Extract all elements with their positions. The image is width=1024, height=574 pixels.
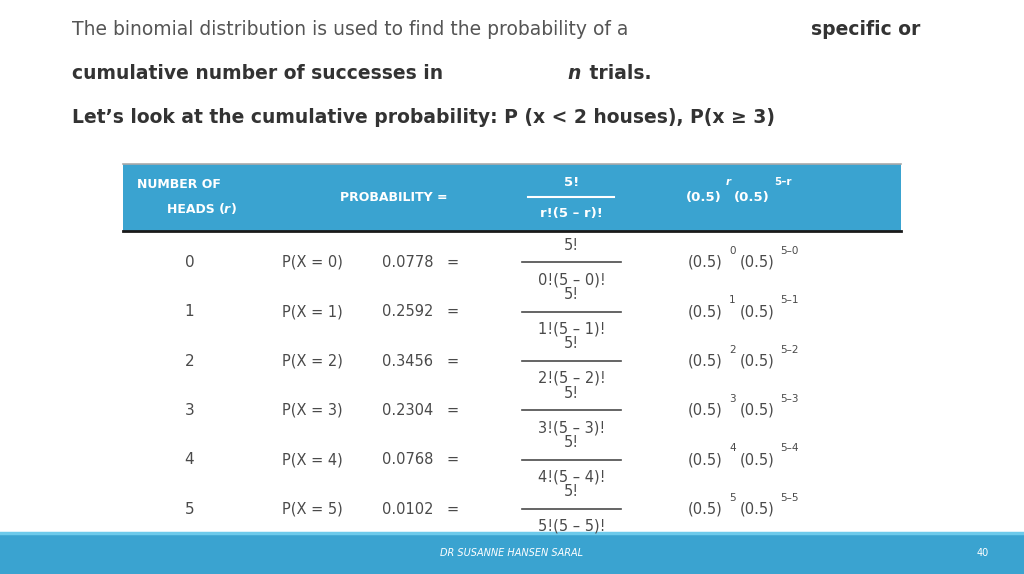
Text: 2!(5 – 2)!: 2!(5 – 2)! [538,371,605,386]
Text: 5–r: 5–r [774,177,792,187]
Text: 5–3: 5–3 [780,394,799,404]
Text: (0.5): (0.5) [739,502,774,517]
Text: (0.5): (0.5) [739,304,774,319]
Text: 5!: 5! [564,386,579,401]
Text: =: = [446,304,459,319]
Text: (0.5): (0.5) [688,403,723,418]
FancyBboxPatch shape [123,164,901,231]
Text: 5: 5 [184,502,195,517]
Text: 5–5: 5–5 [780,492,799,503]
Text: =: = [446,403,459,418]
Text: 5!: 5! [564,336,579,351]
Text: P(X = 3): P(X = 3) [282,403,343,418]
Text: =: = [446,354,459,369]
Text: 5!(5 – 5)!: 5!(5 – 5)! [538,519,605,534]
Text: 5–4: 5–4 [780,443,799,453]
Text: P(X = 5): P(X = 5) [282,502,343,517]
Text: (0.5): (0.5) [688,354,723,369]
Text: =: = [446,452,459,467]
Text: r!(5 – r)!: r!(5 – r)! [540,207,603,220]
Text: 2: 2 [184,354,195,369]
Text: HEADS (: HEADS ( [167,203,225,216]
Text: (0.5): (0.5) [688,502,723,517]
Text: DR SUSANNE HANSEN SARAL: DR SUSANNE HANSEN SARAL [440,548,584,559]
Text: 0: 0 [729,246,735,256]
Text: PROBABILITY =: PROBABILITY = [340,191,449,204]
Text: 0.2592: 0.2592 [382,304,433,319]
Text: 0: 0 [184,255,195,270]
Text: 5!: 5! [564,287,579,302]
Text: 4: 4 [729,443,735,453]
Text: 5!: 5! [564,435,579,450]
Text: 5!: 5! [564,238,579,253]
Text: (0.5): (0.5) [739,255,774,270]
Text: ): ) [231,203,238,216]
Text: (0.5): (0.5) [688,304,723,319]
Text: P(X = 4): P(X = 4) [282,452,343,467]
Text: 0.2304: 0.2304 [382,403,433,418]
Text: 0.3456: 0.3456 [382,354,433,369]
Text: (0.5): (0.5) [734,191,770,204]
Text: 0.0768: 0.0768 [382,452,433,467]
Text: 5–0: 5–0 [780,246,799,256]
Text: 0.0102: 0.0102 [382,502,433,517]
Text: NUMBER OF: NUMBER OF [137,178,221,191]
Text: =: = [446,255,459,270]
Text: P(X = 1): P(X = 1) [282,304,343,319]
Text: The binomial distribution is used to find the probability of a: The binomial distribution is used to fin… [72,20,634,39]
Text: 5!: 5! [564,176,579,189]
Text: n: n [567,64,581,83]
Text: (0.5): (0.5) [739,452,774,467]
Text: 3: 3 [184,403,195,418]
Text: 40: 40 [977,548,989,559]
Text: Let’s look at the cumulative probability: P (x < 2 houses), P(x ≥ 3): Let’s look at the cumulative probability… [72,108,775,127]
Text: (0.5): (0.5) [739,403,774,418]
Text: 5: 5 [729,492,735,503]
Text: cumulative number of successes in: cumulative number of successes in [72,64,450,83]
Text: 4: 4 [184,452,195,467]
Text: trials.: trials. [583,64,651,83]
Text: 1: 1 [729,295,735,305]
Text: 1: 1 [184,304,195,319]
Text: 2: 2 [729,344,735,355]
Text: 0.0778: 0.0778 [382,255,433,270]
Text: r: r [726,177,731,187]
Text: P(X = 0): P(X = 0) [282,255,343,270]
Text: 4!(5 – 4)!: 4!(5 – 4)! [538,470,605,484]
Text: 5–2: 5–2 [780,344,799,355]
Text: =: = [446,502,459,517]
Text: 1!(5 – 1)!: 1!(5 – 1)! [538,321,605,336]
Text: 5!: 5! [564,484,579,499]
Text: P(X = 2): P(X = 2) [282,354,343,369]
Text: 3: 3 [729,394,735,404]
Text: (0.5): (0.5) [688,255,723,270]
Text: specific or: specific or [811,20,921,39]
Text: 3!(5 – 3)!: 3!(5 – 3)! [538,420,605,435]
Text: (0.5): (0.5) [739,354,774,369]
Text: (0.5): (0.5) [688,452,723,467]
Text: 0!(5 – 0)!: 0!(5 – 0)! [538,272,605,287]
Text: 5–1: 5–1 [780,295,799,305]
FancyBboxPatch shape [0,533,1024,574]
Text: (0.5): (0.5) [686,191,722,204]
Text: r: r [223,203,229,216]
